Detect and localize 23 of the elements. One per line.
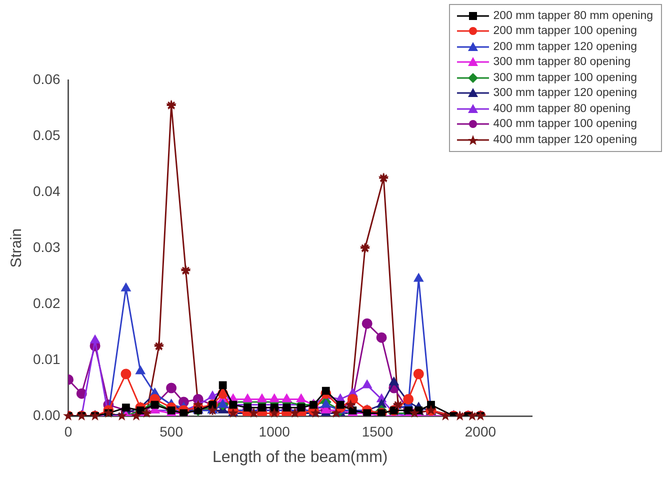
y-tick-label: 0.02 — [33, 294, 60, 311]
x-tick-label: 1500 — [362, 423, 394, 440]
y-tick-label: 0.01 — [33, 350, 60, 367]
x-axis-title: Length of the beam(mm) — [212, 448, 388, 466]
legend-label: 400 mm tapper 100 opening — [493, 118, 638, 130]
y-axis-title: Strain — [8, 228, 26, 268]
x-tick-label: 500 — [160, 423, 184, 440]
x-tick-label: 2000 — [464, 423, 496, 440]
y-tick-label: 0.05 — [33, 126, 60, 143]
y-tick-label: 0.03 — [33, 238, 60, 255]
legend-label: 400 mm tapper 120 opening — [493, 134, 638, 146]
legend-label: 200 mm tapper 120 opening — [493, 40, 638, 53]
legend-label: 300 mm tapper 120 opening — [493, 87, 638, 100]
x-tick-label: 1000 — [258, 423, 290, 440]
y-tick-label: 0.00 — [33, 406, 60, 423]
legend-label: 300 mm tapper 80 opening — [493, 56, 631, 68]
legend-label: 200 mm tapper 100 opening — [493, 25, 638, 38]
legend-label: 300 mm tapper 100 opening — [493, 72, 638, 84]
legend-label: 200 mm tapper 80 mm opening — [493, 10, 653, 22]
x-tick-label: 0 — [64, 423, 72, 440]
legend-label: 400 mm tapper 80 opening — [493, 102, 631, 115]
y-tick-label: 0.04 — [33, 182, 60, 199]
y-tick-label: 0.06 — [33, 70, 60, 87]
